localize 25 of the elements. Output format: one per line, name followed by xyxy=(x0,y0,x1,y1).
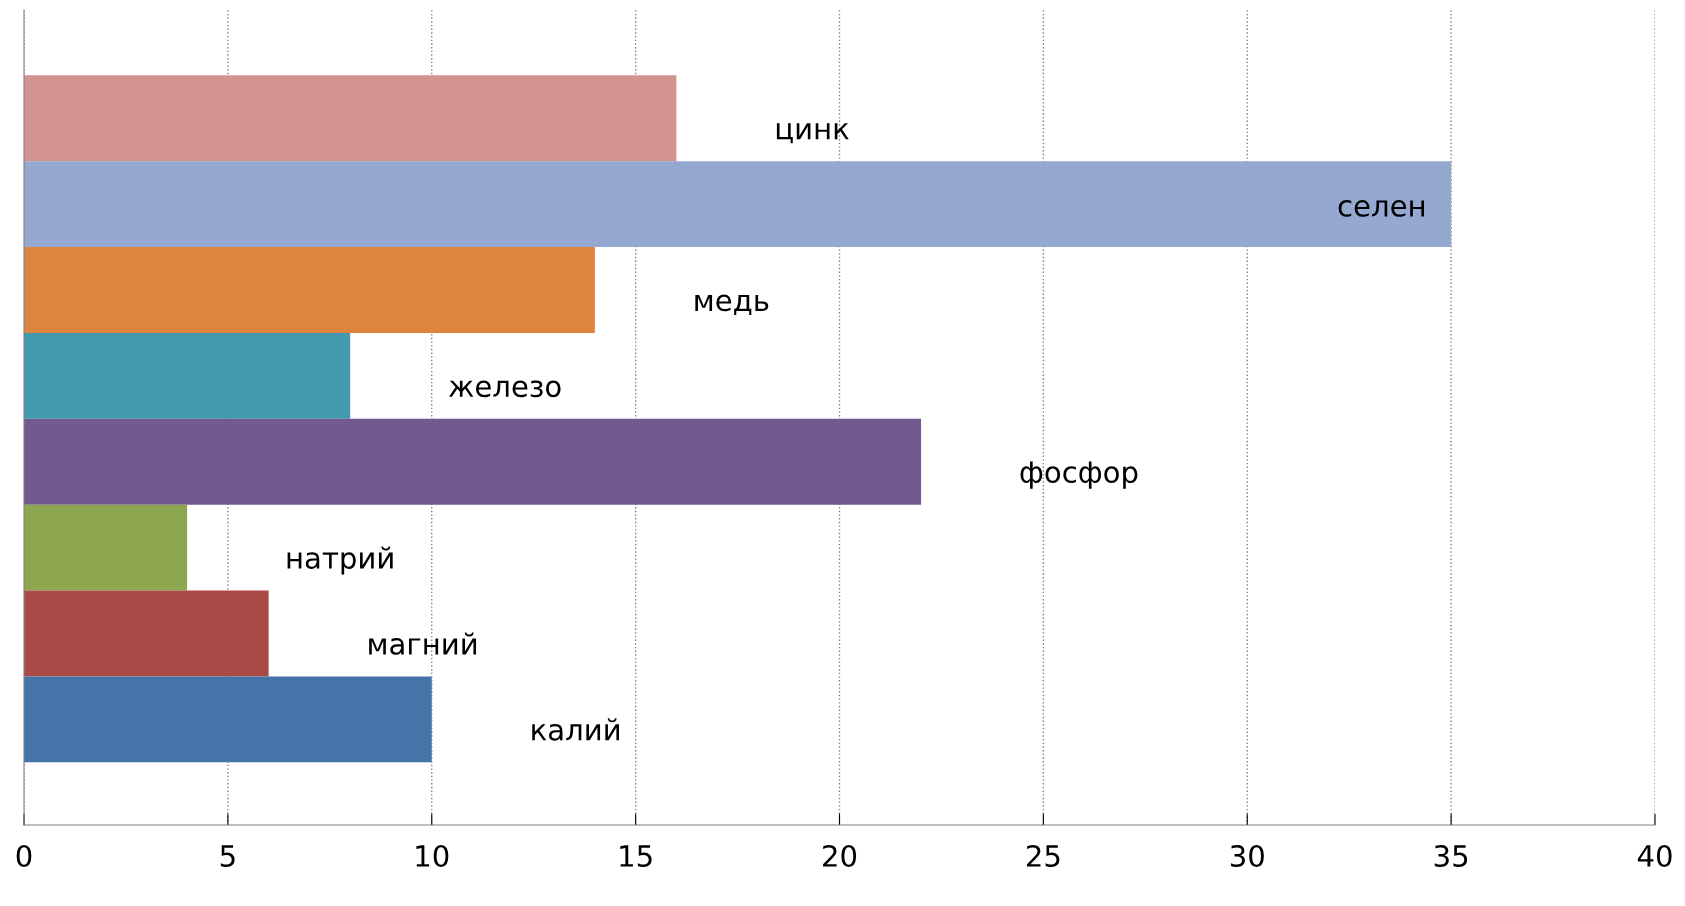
x-tick-label: 5 xyxy=(220,845,235,868)
y-tick-label: железо xyxy=(449,380,561,398)
bar xyxy=(24,161,1452,248)
y-tick-label: калий xyxy=(532,718,619,741)
y-tick-label: медь xyxy=(695,294,769,315)
y-tick-label: магний xyxy=(369,632,477,655)
x-tick-label: 30 xyxy=(1230,844,1264,868)
x-tick-label: 40 xyxy=(1637,844,1672,868)
bar xyxy=(24,75,677,162)
y-tick-label: селен xyxy=(1338,200,1424,217)
x-tick-label: 10 xyxy=(416,844,449,868)
y-tick-label: фосфор xyxy=(1020,461,1138,489)
x-tick-label: 35 xyxy=(1434,844,1468,868)
bar xyxy=(24,676,432,763)
bar xyxy=(24,332,351,419)
y-tick-label: цинк xyxy=(776,123,849,144)
x-tick-label: 15 xyxy=(620,845,652,868)
bar xyxy=(24,504,188,591)
bar xyxy=(24,247,595,333)
y-tick-label: натрий xyxy=(287,546,393,575)
bar xyxy=(24,590,269,677)
x-tick-label: 25 xyxy=(1026,844,1060,868)
x-tick-label: 0 xyxy=(16,844,32,868)
x-tick-label: 20 xyxy=(823,844,857,868)
bar xyxy=(24,418,922,505)
